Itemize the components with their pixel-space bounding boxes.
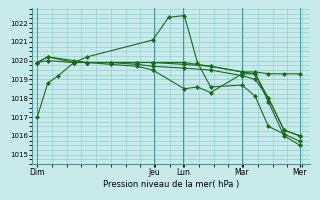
X-axis label: Pression niveau de la mer( hPa ): Pression niveau de la mer( hPa ) — [103, 180, 239, 189]
